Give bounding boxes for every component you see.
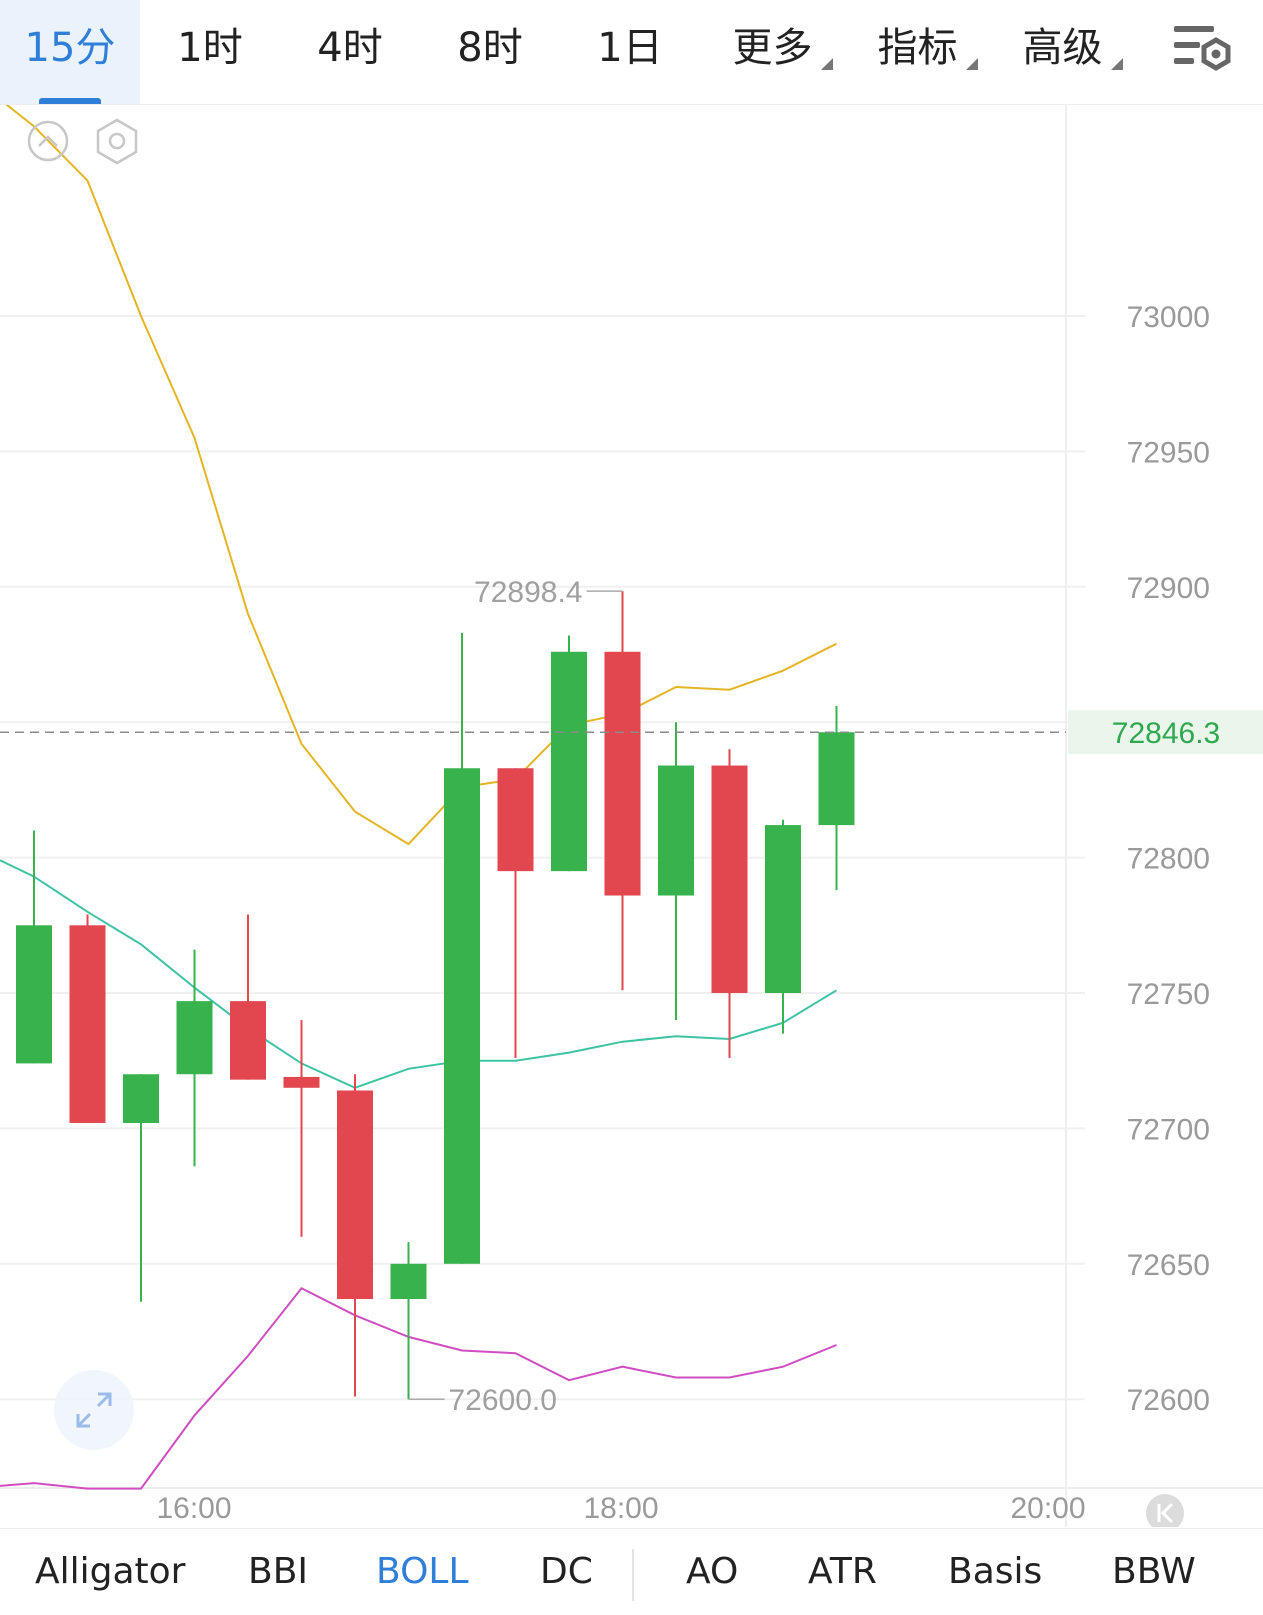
tab-8h[interactable]: 8时 <box>420 0 560 104</box>
bullish-candle <box>176 1001 213 1075</box>
indicator-bbi[interactable]: BBI <box>248 1551 309 1592</box>
bullish-candle <box>123 1074 159 1123</box>
bearish-candle <box>283 1076 320 1088</box>
tab-indicators[interactable]: 指标 <box>845 0 990 104</box>
indicator-dc[interactable]: DC <box>540 1551 593 1592</box>
tab-8h-label: 8时 <box>457 25 523 71</box>
tab-indicators-label: 指标 <box>877 25 958 71</box>
indicator-divider <box>632 1549 634 1601</box>
bullish-candle <box>765 825 801 993</box>
bearish-candle <box>69 925 106 1123</box>
active-tab-indicator <box>39 98 101 104</box>
current-price-label: 72846.3 <box>1112 717 1220 750</box>
time-axis: 16:00 18:00 20:00 <box>156 1492 1085 1525</box>
boll-mb-line <box>0 859 838 1089</box>
price-tick-label: 72750 <box>1127 978 1210 1011</box>
indicator-boll[interactable]: BOLL <box>376 1551 469 1592</box>
tab-15min-label: 15分 <box>24 25 116 71</box>
bullish-candle <box>551 651 587 872</box>
tab-more-label: 更多 <box>732 25 813 71</box>
chart-grid <box>0 315 1085 1401</box>
price-tick-label: 72900 <box>1127 572 1210 605</box>
indicator-basis[interactable]: Basis <box>948 1551 1043 1592</box>
indicator-bar: Alligator BBI BOLL DC AO ATR Basis BBW <box>0 1528 1263 1601</box>
scroll-to-latest-icon[interactable] <box>1146 1494 1184 1527</box>
tab-1h[interactable]: 1时 <box>140 0 280 104</box>
dropdown-arrow-icon <box>1111 58 1123 70</box>
chevron-up-circle-icon[interactable] <box>27 120 69 162</box>
indicator-alligator[interactable]: Alligator <box>35 1551 186 1592</box>
time-tick-label: 16:00 <box>156 1492 231 1525</box>
bearish-candle <box>497 768 534 872</box>
tab-advanced-label: 高级 <box>1022 25 1103 71</box>
tab-4h-label: 4时 <box>317 25 383 71</box>
price-axis: 7300072950729007285072800727507270072650… <box>1127 301 1210 1417</box>
chart-annotations: 72846.3 72898.4 72600.0 <box>0 576 1263 1417</box>
bullish-candle <box>444 768 480 1264</box>
price-tick-label: 73000 <box>1127 301 1210 334</box>
bullish-candle <box>390 1263 427 1300</box>
tab-4h[interactable]: 4时 <box>280 0 420 104</box>
hexagon-gear-icon[interactable] <box>96 118 138 165</box>
price-tick-label: 72600 <box>1127 1384 1210 1417</box>
bearish-candle <box>337 1090 373 1300</box>
bullish-candle <box>16 925 52 1064</box>
price-tick-label: 72950 <box>1127 436 1210 469</box>
tab-1h-label: 1时 <box>177 25 243 71</box>
dropdown-arrow-icon <box>821 58 833 70</box>
expand-arrows-icon[interactable] <box>54 1370 134 1450</box>
tab-15min[interactable]: 15分 <box>0 0 140 104</box>
indicator-bbw[interactable]: BBW <box>1112 1551 1196 1592</box>
price-tick-label: 72700 <box>1127 1113 1210 1146</box>
timeframe-toolbar: 15分 1时 4时 8时 1日 更多 指标 高级 <box>0 0 1263 105</box>
high-price-label: 72898.4 <box>474 576 582 609</box>
time-tick-label: 20:00 <box>1010 1492 1085 1525</box>
price-tick-label: 72800 <box>1127 843 1210 876</box>
tab-advanced[interactable]: 高级 <box>990 0 1135 104</box>
current-price-tag <box>1068 710 1263 755</box>
bearish-candle <box>604 651 641 896</box>
indicator-ao[interactable]: AO <box>686 1551 739 1592</box>
bullish-candle <box>818 732 855 826</box>
chart-settings-icon[interactable] <box>1170 18 1234 82</box>
candles <box>16 591 855 1400</box>
boll-up-line <box>5 105 837 846</box>
dropdown-arrow-icon <box>966 58 978 70</box>
indicator-atr[interactable]: ATR <box>808 1551 877 1592</box>
tab-1d-label: 1日 <box>597 25 663 71</box>
tab-more[interactable]: 更多 <box>700 0 845 104</box>
time-tick-label: 18:00 <box>583 1492 658 1525</box>
bullish-candle <box>658 765 694 896</box>
bearish-candle <box>230 1001 266 1080</box>
price-chart[interactable]: 7300072950729007285072800727507270072650… <box>0 105 1263 1527</box>
price-tick-label: 72650 <box>1127 1249 1210 1282</box>
bearish-candle <box>711 765 748 993</box>
tab-1d[interactable]: 1日 <box>560 0 700 104</box>
low-price-label: 72600.0 <box>449 1384 557 1417</box>
